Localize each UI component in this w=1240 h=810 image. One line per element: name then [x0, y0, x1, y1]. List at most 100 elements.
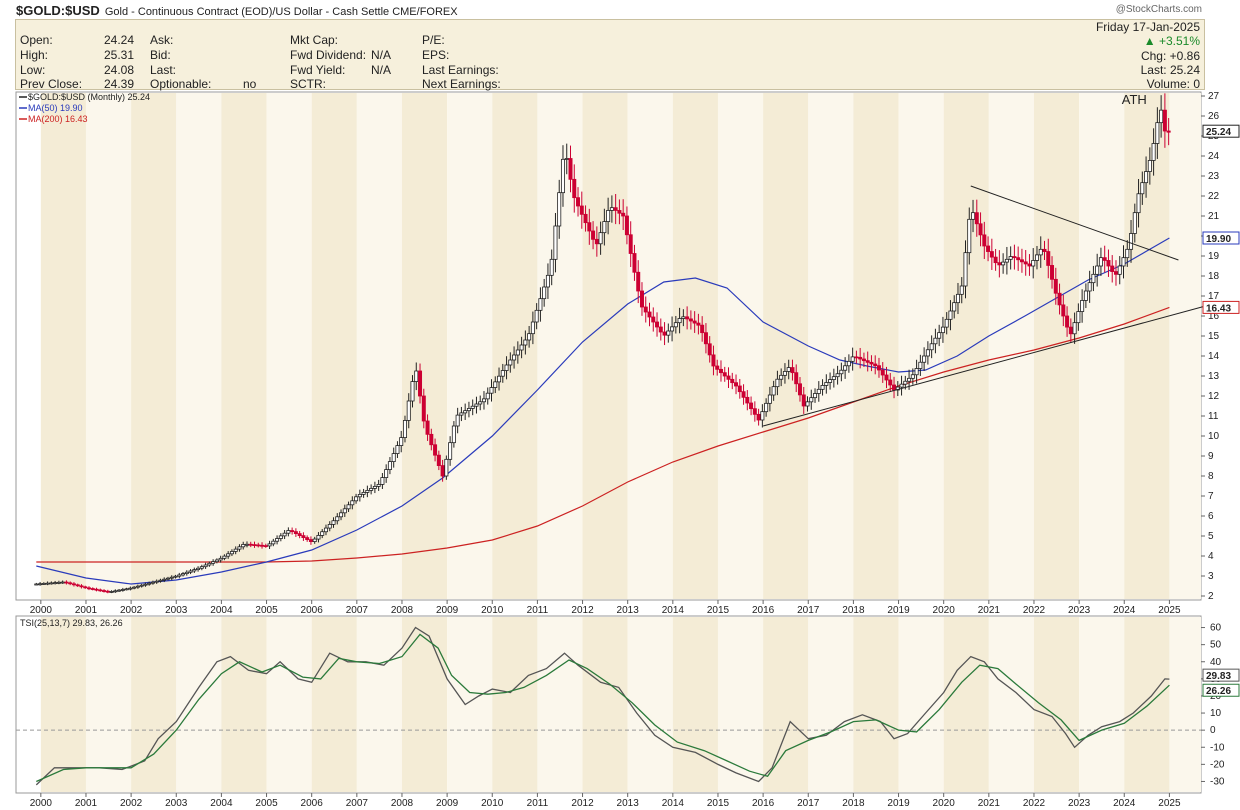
candle-body — [700, 324, 705, 334]
candle-body — [1027, 263, 1032, 267]
tsi-signal-tag-box — [1202, 683, 1240, 697]
candle-body — [150, 581, 155, 584]
exchange: CME/FOREX — [392, 6, 458, 18]
candle-body — [1080, 300, 1085, 312]
candle-body — [692, 320, 697, 324]
tsi-xtick-label: 2001 — [75, 798, 98, 809]
candle-body — [685, 316, 690, 320]
candle-body — [1012, 256, 1017, 259]
candle-body — [914, 368, 919, 376]
candle-body — [410, 381, 415, 402]
candle-body — [327, 524, 332, 529]
candle-body — [372, 485, 377, 489]
candle-body — [387, 461, 392, 471]
candle-body — [260, 544, 265, 547]
candle-body — [797, 383, 802, 396]
candle-body — [49, 582, 54, 585]
candle-body — [395, 445, 400, 455]
tsi-xtick-label: 2023 — [1068, 798, 1091, 809]
price-ytick-label: 23 — [1208, 171, 1220, 182]
candle-body — [1113, 271, 1118, 275]
candle-body — [181, 573, 186, 576]
price-ytick-label: 26 — [1208, 111, 1220, 122]
price-year-band — [763, 93, 809, 599]
candle-body — [1019, 259, 1024, 263]
candle-body — [707, 343, 712, 356]
tsi-year-band — [401, 617, 448, 792]
candle-body — [662, 331, 667, 336]
tsi-xtick-label: 2014 — [662, 798, 685, 809]
candle-body — [598, 232, 603, 245]
optionable-value: no — [243, 77, 257, 91]
candle-body — [813, 393, 818, 399]
price-year-band — [356, 93, 402, 599]
candle-body — [113, 590, 118, 593]
candle-body — [557, 192, 562, 227]
candle-body — [831, 376, 836, 380]
price-year-band — [1079, 93, 1125, 599]
tsi-year-band — [40, 617, 86, 792]
tsi-xtick-label: 2025 — [1158, 798, 1181, 809]
price-year-band — [311, 93, 357, 599]
candle-body — [1023, 261, 1028, 265]
candle-body — [429, 433, 434, 446]
candle-body — [993, 256, 998, 264]
candle-body — [459, 412, 464, 416]
candle-body — [925, 349, 930, 357]
candle-body — [252, 544, 257, 546]
bid-label: Bid: — [150, 48, 171, 62]
candle-body — [621, 212, 626, 217]
ma50-line — [36, 237, 1170, 585]
candle-body — [237, 546, 242, 550]
candle-body — [647, 311, 652, 318]
low-label: Low: — [20, 63, 46, 77]
candle-body — [1140, 182, 1145, 195]
legend-entry: $GOLD:$USD (Monthly) 25.24 — [28, 92, 150, 102]
candle-body — [1136, 193, 1141, 214]
price-xtick-label: 2014 — [662, 605, 685, 616]
candle-body — [68, 582, 73, 585]
candle-body — [786, 367, 791, 372]
price-xtick-label: 2018 — [842, 605, 865, 616]
price-xtick-label: 2019 — [887, 605, 910, 616]
tsi-xtick-label: 2022 — [1023, 798, 1046, 809]
price-year-band — [176, 93, 222, 599]
price-xtick-label: 2001 — [75, 605, 98, 616]
candle-body — [696, 322, 701, 326]
fwd-dividend-label: Fwd Dividend: — [290, 48, 367, 62]
candle-body — [120, 589, 125, 591]
candle-body — [752, 408, 757, 415]
candle-body — [865, 360, 870, 363]
tsi-ytick-label: 40 — [1210, 657, 1222, 668]
price-xtick-label: 2012 — [571, 605, 594, 616]
tsi-xtick-label: 2016 — [752, 798, 775, 809]
candle-body — [760, 411, 765, 421]
candle-body — [839, 369, 844, 375]
candle-body — [83, 586, 88, 589]
brand-logo[interactable]: @StockCharts.com — [1115, 4, 1202, 15]
candle-body — [34, 583, 39, 586]
tsi-xtick-label: 2009 — [436, 798, 459, 809]
tsi-year-band — [627, 617, 673, 792]
candle-body — [591, 230, 596, 240]
candle-body — [801, 394, 806, 407]
price-xtick-label: 2024 — [1113, 605, 1136, 616]
candle-body — [229, 551, 234, 555]
candle-body — [651, 316, 656, 323]
last-value: Last: 25.24 — [1140, 63, 1200, 77]
price-year-band — [1124, 93, 1170, 599]
candle-body — [918, 361, 923, 369]
candle-body — [564, 158, 569, 160]
price-ytick-label: 17 — [1208, 291, 1220, 302]
candle-body — [105, 590, 110, 593]
candle-body — [102, 590, 107, 592]
candle-body — [820, 385, 825, 390]
price-panel: 2345678910111213141516171819202122232425… — [15, 91, 1240, 616]
ma200-tag: 16.43 — [1206, 303, 1231, 314]
tsi-signal-line — [36, 633, 1170, 783]
price-ytick-label: 24 — [1208, 151, 1220, 162]
tsi-xtick-label: 2003 — [165, 798, 188, 809]
candle-body — [1031, 260, 1036, 267]
candle-body — [568, 158, 573, 180]
